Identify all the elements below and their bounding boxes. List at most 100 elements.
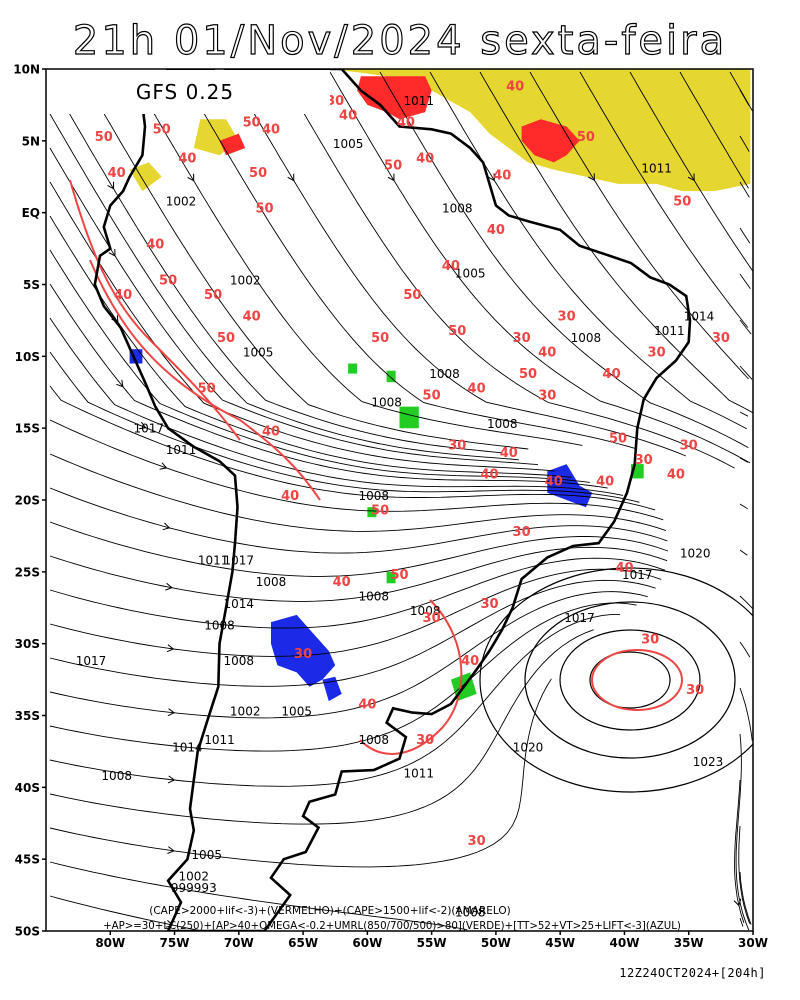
jet-speed-label: 40: [262, 424, 280, 439]
jet-speed-label: 40: [506, 80, 524, 95]
pressure-label: 1002: [166, 195, 197, 209]
pressure-label: 1008: [442, 202, 473, 216]
jet-speed-label: 50: [255, 202, 273, 217]
axis-labels: 10N 5N EQ 5S 10S 15S 20S 25S 30S 35S 40S 45S 50S 80W 7…: [13, 63, 768, 951]
pressure-label: 1008: [101, 769, 132, 783]
streamline: [739, 687, 753, 741]
jet-speed-label: 40: [146, 238, 164, 253]
pressure-label: 1017: [76, 654, 107, 668]
latitude-label: 10S: [15, 350, 40, 364]
pressure-label: 1017: [622, 568, 653, 582]
jet-speed-label: 50: [159, 274, 177, 289]
jet-speed-label: 30: [712, 331, 730, 346]
cape-red-layer: [219, 76, 580, 163]
streamline: [739, 549, 748, 556]
jet-speed-label: 30: [635, 453, 653, 468]
jet-speed-label: 40: [262, 123, 280, 138]
pressure-label: 1017: [564, 611, 595, 625]
jet-speed-label: 40: [358, 697, 376, 712]
streamline-arrow: [387, 173, 395, 182]
latitude-label: 15S: [15, 422, 40, 436]
jet-contour: [89, 259, 321, 501]
latitude-label: 20S: [15, 494, 40, 508]
jet-speed-label: 40: [603, 367, 621, 382]
pressure-label: 1011: [198, 554, 229, 568]
pressure-label: 1002: [230, 705, 261, 719]
pressure-label: 1005: [243, 345, 274, 359]
streamline: [629, 71, 753, 272]
streamline-arrow: [487, 173, 495, 182]
streamline: [49, 147, 538, 466]
pressure-label: 1014: [684, 309, 715, 323]
streamline: [739, 135, 750, 152]
pressure-label: 1017: [134, 422, 165, 436]
jet-speed-label: 40: [461, 654, 479, 669]
streamline: [49, 546, 668, 602]
omega-green-area: [399, 406, 419, 429]
run-timestamp: 12Z24OCT2024+[204h]: [619, 966, 766, 980]
jet-speed-label: 40: [108, 166, 126, 181]
jet-speed-label: 30: [468, 834, 486, 849]
longitude-label: 65W: [288, 936, 318, 950]
jet-speed-label: 40: [333, 575, 351, 590]
streamline: [429, 71, 748, 430]
streamline: [49, 521, 669, 577]
streamline: [49, 613, 620, 787]
pressure-label: 1020: [680, 547, 711, 561]
pressure-label: 1008: [359, 590, 390, 604]
omega-green-area: [348, 363, 358, 374]
pressure-label: 1005: [281, 705, 312, 719]
jet-speed-label: 50: [519, 367, 537, 382]
jet-speed-label: 40: [442, 259, 460, 274]
jet-speed-label: 50: [423, 388, 441, 403]
streamline: [49, 351, 640, 503]
latitude-label: 5S: [23, 278, 40, 292]
map-title: 21h 01/Nov/2024 sexta-feira: [72, 17, 728, 64]
jet-contour: [359, 599, 463, 755]
pressure-label: 1005: [333, 137, 364, 151]
longitude-label: 70W: [224, 936, 254, 950]
streamline-arrow: [687, 173, 695, 182]
pressure-label: 1008: [224, 654, 255, 668]
jet-speed-label: 30: [513, 331, 531, 346]
jet-speed-label: 40: [493, 169, 511, 184]
jet-speed-label: 30: [558, 309, 576, 324]
jet-speed-label: 50: [371, 503, 389, 518]
coastline-layer: [93, 69, 692, 931]
streamline: [479, 71, 753, 414]
pressure-label: 1011: [404, 94, 435, 108]
jet-speed-label: 50: [204, 288, 222, 303]
streamline-arrow: [165, 582, 173, 591]
streamline: [739, 89, 750, 106]
pressure-label: 1014: [224, 597, 255, 611]
jet-speed-label: 30: [416, 733, 434, 748]
pressure-label: 1008: [429, 367, 460, 381]
jet-speed-label: 30: [641, 633, 659, 648]
streamline: [49, 453, 667, 532]
map-labels: 1011101110051002100810051002101410111008…: [76, 80, 730, 920]
jet-speed-label: 50: [577, 130, 595, 145]
cape-yellow-area: [129, 162, 162, 192]
streamline: [739, 411, 749, 417]
jet-speed-label: 50: [153, 123, 171, 138]
streamline: [679, 71, 749, 189]
omega-green-area: [367, 507, 377, 518]
jet-speed-label: 50: [673, 195, 691, 210]
streamline: [739, 641, 751, 658]
pressure-label: 1011: [204, 733, 235, 747]
pressure-label: 1017: [224, 554, 255, 568]
pressure-label: 1008: [410, 604, 441, 618]
jet-speed-label: 50: [384, 159, 402, 174]
pressure-label: 1011: [166, 443, 197, 457]
jet-contour-layer: [69, 179, 683, 755]
pressure-label: 1008: [256, 575, 287, 589]
streamline: [49, 861, 468, 931]
jet-speed-label: 30: [294, 647, 312, 662]
jet-speed-label: 50: [609, 432, 627, 447]
jet-speed-label: 50: [95, 130, 113, 145]
pressure-label: 1014: [172, 740, 203, 754]
jet-speed-label: 40: [468, 381, 486, 396]
tt-blue-area: [322, 676, 342, 702]
streamline: [739, 917, 744, 927]
